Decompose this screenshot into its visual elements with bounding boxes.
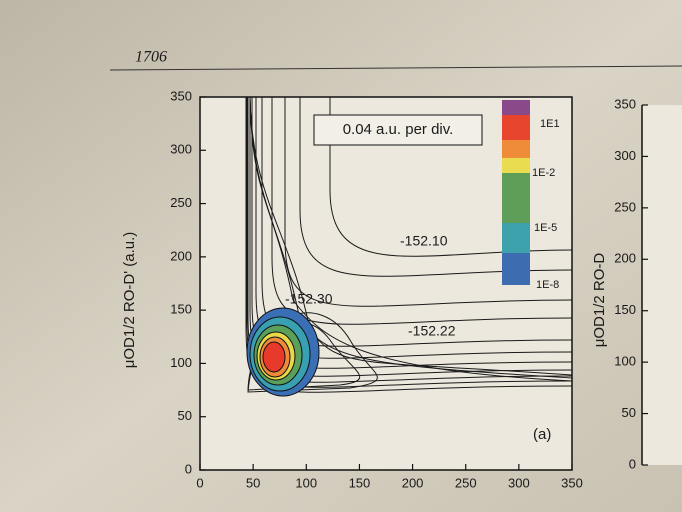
x-tick-label: 150 [349,475,371,490]
contour-label: -152.22 [408,323,456,339]
contour-line [284,97,573,307]
y-tick-label: 150 [614,302,636,317]
y-tick-label: 100 [614,354,636,369]
colorbar-band [502,158,530,173]
contour-line [249,96,573,382]
y-tick-label: 350 [614,96,636,111]
density-well [246,307,320,397]
colorbar-label: 1E-5 [534,222,557,234]
panel-label: (a) [533,426,551,443]
contour-label: -152.30 [285,291,333,307]
x-tick-label: 350 [561,475,583,490]
y-tick-label: 0 [185,461,192,476]
y-tick-label: 200 [614,251,636,266]
y-tick-label: 200 [170,248,192,263]
header-rule [109,65,682,71]
colorbar-label: 1E-2 [532,167,555,179]
colorbar-band [502,115,530,140]
x-tick-label: 100 [295,475,317,490]
y-tick-label: 150 [170,302,192,317]
scale-note: 0.04 a.u. per div. [343,121,454,138]
x-tick-label: 50 [246,475,260,490]
x-tick-label: 250 [455,475,477,490]
y-tick-label: 50 [622,405,636,420]
y-tick-label: 50 [178,408,192,423]
colorbar-label: 1E-8 [536,279,559,291]
x-tick-label: 200 [402,475,424,490]
colorbar-band [502,253,530,285]
colorbar-band [502,223,530,253]
x-tick-label: 300 [508,475,530,490]
contour-label: -152.10 [400,233,448,249]
plot-frame-b [642,105,682,465]
y-tick-label: 0 [629,456,636,471]
density-ring [262,341,286,373]
scale-box [313,114,483,146]
colorbar-label: 1E1 [540,118,560,130]
contour-line [271,97,573,325]
y-axis-label: μOD1/2 RO-D' (a.u.) [121,232,138,369]
y-tick-label: 300 [614,148,636,163]
x-tick-label: 0 [196,475,203,490]
colorbar [502,100,530,285]
y-tick-label: 300 [170,142,192,157]
page-number: 1706 [135,49,167,66]
colorbar-band [502,173,530,223]
y-tick-label: 250 [170,195,192,210]
y-axis-label: μOD1/2 RO-D [591,253,608,348]
y-tick-label: 350 [170,88,192,103]
y-tick-label: 250 [614,199,636,214]
colorbar-band [502,140,530,158]
y-tick-label: 100 [170,355,192,370]
contour-line [299,97,573,277]
colorbar-band [502,100,530,115]
